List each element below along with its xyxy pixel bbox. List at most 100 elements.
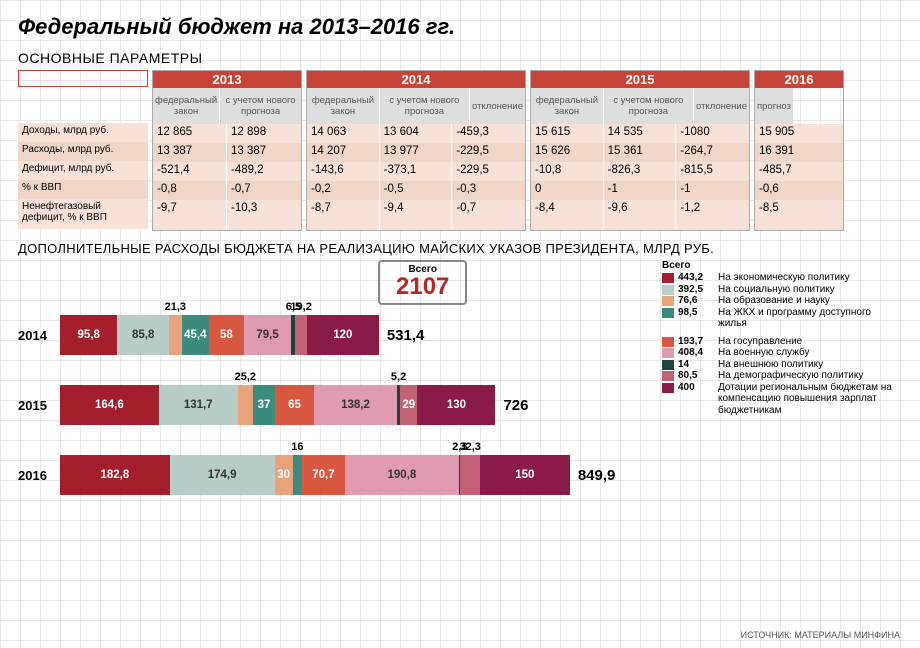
bar-segment-regional: 130 xyxy=(417,385,495,425)
table-row: 15 62615 361-264,7 xyxy=(531,143,749,162)
legend-value: 408,4 xyxy=(678,347,718,359)
table-cell: -459,3 xyxy=(452,124,525,143)
legend-value: 400 xyxy=(678,382,718,394)
bar-year-label: 2015 xyxy=(18,398,60,413)
table-cell: -1,2 xyxy=(676,200,749,230)
bar-segment-housing xyxy=(293,455,303,495)
table-cell: -1080 xyxy=(676,124,749,143)
table-cell: -1 xyxy=(604,181,677,200)
bar-segment-regional: 120 xyxy=(307,315,379,355)
page-title: Федеральный бюджет на 2013–2016 гг. xyxy=(18,14,902,40)
table-cell: -229,5 xyxy=(452,162,525,181)
legend-header: Всего xyxy=(662,260,902,271)
bar-segment-housing: 37 xyxy=(253,385,275,425)
table-cell: -0,7 xyxy=(452,200,525,230)
table-cell: -0,2 xyxy=(307,181,380,200)
legend-row: 400Дотации региональным бюджетам на комп… xyxy=(662,382,902,417)
bar-segment-mil: 138,2 xyxy=(314,385,397,425)
legend-text: Дотации региональным бюджетам на компенс… xyxy=(718,382,902,417)
table-cell: -485,7 xyxy=(755,162,843,181)
legend-value: 443,2 xyxy=(678,272,718,284)
legend-row: 408,4На военную службу xyxy=(662,347,902,359)
source-text: ИСТОЧНИК: МАТЕРИАЛЫ МИНФИНА xyxy=(741,630,900,640)
legend-row: 443,2На экономическую политику xyxy=(662,272,902,284)
table-row: -8,7-9,4-0,7 xyxy=(307,200,525,230)
column-subheader: с учетом нового прогноза xyxy=(604,88,694,124)
bar-segment-econ: 95,8 xyxy=(60,315,117,355)
legend-text: На образование и науку xyxy=(718,295,902,307)
table-cell: -815,5 xyxy=(676,162,749,181)
legend-swatch xyxy=(662,296,674,306)
year-header: 2015 xyxy=(531,71,749,88)
legend-swatch xyxy=(662,337,674,347)
legend-value: 80,5 xyxy=(678,370,718,382)
table-row: -485,7 xyxy=(755,162,843,181)
bar-total: 726 xyxy=(503,397,528,414)
column-subheader: прогноз xyxy=(755,88,793,124)
table-row: Доходы, млрд руб. xyxy=(18,123,148,142)
legend-row: 80,5На демографическую политику xyxy=(662,370,902,382)
legend-row: 392,5На социальную политику xyxy=(662,284,902,296)
table-cell: 15 361 xyxy=(604,143,677,162)
bar-segment-econ: 164,6 xyxy=(60,385,159,425)
total-value: 2107 xyxy=(396,275,449,299)
column-subheader: федеральный закон xyxy=(307,88,380,124)
section-subtitle: ОСНОВНЫЕ ПАРАМЕТРЫ xyxy=(18,50,902,66)
table-cell: 14 063 xyxy=(307,124,380,143)
legend-swatch xyxy=(662,273,674,283)
table-cell: 13 387 xyxy=(227,143,301,162)
table-cell: 14 535 xyxy=(604,124,677,143)
bar-segment-label-above: 5,2 xyxy=(391,371,406,383)
table-cell: -143,6 xyxy=(307,162,380,181)
row-label: Ненефтегазовый дефицит, % к ВВП xyxy=(18,199,148,229)
year-column-2016: 2016прогноз15 90516 391-485,7-0,6-8,5 xyxy=(754,70,844,231)
table-row: Расходы, млрд руб. xyxy=(18,142,148,161)
bar-segment-housing: 45,4 xyxy=(182,315,209,355)
legend-value: 76,6 xyxy=(678,295,718,307)
table-cell: -0,8 xyxy=(153,181,227,200)
table-row: 15 905 xyxy=(755,124,843,143)
bar-segment-demo xyxy=(460,455,479,495)
bar-row-2016: 2016182,8174,9301670,7190,82,332,3150849… xyxy=(18,455,652,495)
stacked-bar: 164,6131,725,23765138,25,229130 xyxy=(60,385,495,425)
bar-segment-mil: 190,8 xyxy=(345,455,459,495)
bar-segment-label-above: 19,2 xyxy=(290,301,311,313)
column-subheader: с учетом нового прогноза xyxy=(380,88,470,124)
table-cell: 13 977 xyxy=(380,143,453,162)
table-row: 15 61514 535-1080 xyxy=(531,124,749,143)
legend-text: На экономическую политику xyxy=(718,272,902,284)
bar-total: 531,4 xyxy=(387,327,425,344)
bar-segment-social: 85,8 xyxy=(117,315,168,355)
table-cell: 15 626 xyxy=(531,143,604,162)
stacked-bar: 95,885,821,345,45879,56,519,2120 xyxy=(60,315,379,355)
bar-segment-econ: 182,8 xyxy=(60,455,170,495)
table-row: -10,8-826,3-815,5 xyxy=(531,162,749,181)
bar-row-2015: 2015164,6131,725,23765138,25,229130 726 xyxy=(18,385,652,425)
table-cell: -0,6 xyxy=(755,181,843,200)
chart-area: Всего 2107 201495,885,821,345,45879,56,5… xyxy=(18,260,902,495)
legend-text: На ЖКХ и программу доступного жилья xyxy=(718,307,902,330)
bar-segment-mil: 79,5 xyxy=(244,315,292,355)
year-header: 2013 xyxy=(153,71,301,88)
column-subheader: с учетом нового прогноза xyxy=(220,88,301,124)
bar-segment-label-above: 16 xyxy=(291,441,303,453)
legend-swatch xyxy=(662,308,674,318)
table-cell: -373,1 xyxy=(380,162,453,181)
bar-segment-edu xyxy=(169,315,182,355)
legend-swatch xyxy=(662,360,674,370)
year-column-2015: 2015федеральный законс учетом нового про… xyxy=(530,70,750,231)
year-column-2013: 2013федеральный законс учетом нового про… xyxy=(152,70,302,231)
year-header: 2014 xyxy=(307,71,525,88)
bar-segment-label-above: 32,3 xyxy=(459,441,480,453)
bar-segment-label-above: 25,2 xyxy=(235,371,256,383)
table-cell: 15 615 xyxy=(531,124,604,143)
bar-segment-regional: 150 xyxy=(480,455,570,495)
stacked-bar: 182,8174,9301670,7190,82,332,3150 xyxy=(60,455,570,495)
table-row: 0-1-1 xyxy=(531,181,749,200)
legend-text: На демографическую политику xyxy=(718,370,902,382)
table-cell: 13 604 xyxy=(380,124,453,143)
bar-segment-edu: 30 xyxy=(275,455,293,495)
table-cell: 12 898 xyxy=(227,124,301,143)
column-subheader: отклонение xyxy=(694,88,749,124)
table-row: -8,4-9,6-1,2 xyxy=(531,200,749,230)
